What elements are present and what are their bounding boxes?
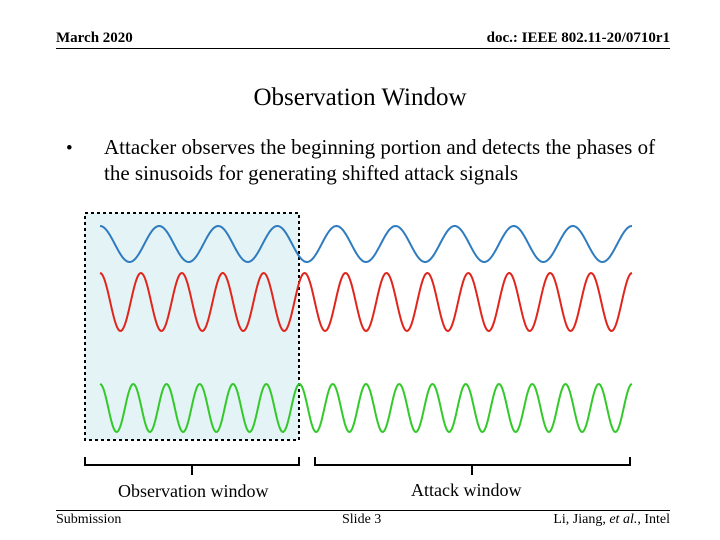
header-date: March 2020 [56, 30, 133, 46]
footer-authors-etal: et al. [609, 512, 638, 527]
footer-slide-number: Slide 3 [342, 512, 382, 527]
footer-submission: Submission [56, 512, 122, 527]
attack-window-label: Attack window [411, 480, 522, 500]
wave-blue [99, 224, 633, 264]
footer-authors-names: Li, Jiang, [553, 512, 610, 527]
observation-window-label: Observation window [118, 481, 269, 501]
header-divider [56, 48, 670, 49]
bullet-text: Attacker observes the beginning portion … [104, 135, 656, 185]
wave-red [99, 271, 633, 333]
bullet-dot: • [66, 138, 73, 159]
header-doc-id: doc.: IEEE 802.11-20/0710r1 [486, 30, 670, 46]
footer-authors-org: , Intel [637, 512, 670, 527]
footer-divider [56, 510, 670, 511]
wave-green [99, 382, 633, 434]
attack-bracket [314, 457, 631, 475]
slide-title: Observation Window [253, 84, 467, 111]
observation-bracket [84, 457, 300, 475]
footer-authors: Li, Jiang, et al., Intel [553, 511, 670, 529]
